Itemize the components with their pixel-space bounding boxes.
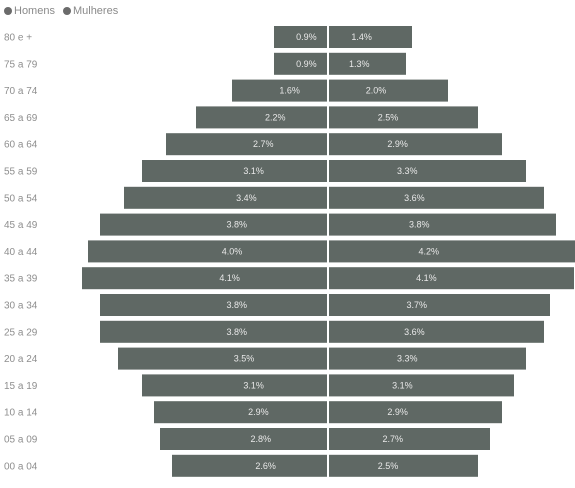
bar-men-65-a-69[interactable] [196, 106, 327, 129]
data-label-women-30-a-34: 3.7% [407, 300, 428, 310]
data-label-men-20-a-24: 3.5% [234, 354, 255, 364]
y-tick-label-65-a-69: 65 a 69 [4, 113, 38, 124]
bar-men-70-a-74[interactable] [232, 79, 327, 102]
bar-women-80-e[interactable] [329, 26, 412, 48]
data-label-women-65-a-69: 2.5% [378, 112, 399, 122]
bar-men-25-a-29[interactable] [100, 320, 327, 343]
bar-women-70-a-74[interactable] [329, 79, 448, 102]
data-label-men-75-a-79: 0.9% [296, 59, 317, 69]
data-label-men-40-a-44: 4.0% [222, 246, 243, 256]
y-tick-label-35-a-39: 35 a 39 [4, 274, 38, 285]
y-tick-label-55-a-59: 55 a 59 [4, 167, 38, 178]
data-label-women-45-a-49: 3.8% [409, 220, 430, 230]
data-label-men-65-a-69: 2.2% [265, 112, 286, 122]
data-label-women-35-a-39: 4.1% [416, 273, 437, 283]
legend: Homens Mulheres [4, 4, 118, 18]
bar-women-05-a-09[interactable] [329, 428, 490, 450]
y-tick-label-15-a-19: 15 a 19 [4, 381, 38, 392]
bar-men-10-a-14[interactable] [154, 401, 327, 424]
bar-men-75-a-79[interactable] [274, 52, 327, 75]
y-tick-label-45-a-49: 45 a 49 [4, 220, 38, 231]
data-label-men-15-a-19: 3.1% [243, 380, 264, 390]
data-label-men-35-a-39: 4.1% [219, 273, 240, 283]
data-label-men-30-a-34: 3.8% [227, 300, 248, 310]
bar-women-55-a-59[interactable] [329, 160, 526, 182]
legend-dot-women-icon [62, 7, 71, 15]
data-label-men-50-a-54: 3.4% [236, 193, 257, 203]
bar-men-15-a-19[interactable] [142, 374, 327, 397]
bar-men-35-a-39[interactable] [82, 267, 327, 290]
data-label-women-60-a-64: 2.9% [387, 139, 408, 149]
y-tick-label-50-a-54: 50 a 54 [4, 193, 38, 204]
bar-women-50-a-54[interactable] [329, 186, 544, 209]
data-label-men-60-a-64: 2.7% [253, 139, 274, 149]
data-label-women-15-a-19: 3.1% [392, 380, 413, 390]
legend-label-men: Homens [14, 5, 55, 17]
y-tick-label-00-a-04: 00 a 04 [4, 461, 38, 472]
y-tick-label-60-a-64: 60 a 64 [4, 140, 38, 151]
bar-men-30-a-34[interactable] [100, 294, 327, 316]
data-label-women-05-a-09: 2.7% [383, 434, 404, 444]
bar-men-80-e[interactable] [274, 26, 327, 48]
bar-men-20-a-24[interactable] [118, 347, 327, 370]
legend-item-men[interactable]: Homens [4, 5, 55, 17]
bar-men-40-a-44[interactable] [88, 240, 327, 263]
bar-men-60-a-64[interactable] [166, 133, 327, 156]
bar-women-65-a-69[interactable] [329, 106, 478, 129]
y-tick-label-20-a-24: 20 a 24 [4, 354, 38, 365]
bar-women-10-a-14[interactable] [329, 401, 502, 424]
data-label-men-00-a-04: 2.6% [255, 461, 276, 471]
y-tick-label-05-a-09: 05 a 09 [4, 435, 38, 446]
bar-women-30-a-34[interactable] [329, 294, 550, 316]
bar-men-55-a-59[interactable] [142, 160, 327, 182]
data-label-women-55-a-59: 3.3% [397, 166, 418, 176]
bar-women-45-a-49[interactable] [329, 213, 556, 236]
data-label-women-50-a-54: 3.6% [404, 193, 425, 203]
data-label-men-80-e: 0.9% [296, 32, 317, 42]
data-label-men-05-a-09: 2.8% [251, 434, 272, 444]
bar-women-25-a-29[interactable] [329, 320, 544, 343]
data-label-women-40-a-44: 4.2% [419, 246, 440, 256]
legend-item-women[interactable]: Mulheres [62, 5, 119, 17]
data-label-women-25-a-29: 3.6% [404, 327, 425, 337]
data-label-women-00-a-04: 2.5% [378, 461, 399, 471]
y-tick-label-25-a-29: 25 a 29 [4, 327, 38, 338]
data-label-men-70-a-74: 1.6% [279, 86, 300, 96]
data-label-women-70-a-74: 2.0% [366, 86, 387, 96]
legend-label-women: Mulheres [72, 5, 119, 17]
data-label-men-10-a-14: 2.9% [248, 407, 269, 417]
data-label-women-80-e: 1.4% [351, 32, 372, 42]
y-tick-label-75-a-79: 75 a 79 [4, 59, 38, 70]
data-label-men-25-a-29: 3.8% [227, 327, 248, 337]
bar-women-15-a-19[interactable] [329, 374, 514, 397]
bar-men-05-a-09[interactable] [160, 428, 327, 450]
y-tick-label-70-a-74: 70 a 74 [4, 86, 38, 97]
bar-women-60-a-64[interactable] [329, 133, 502, 156]
y-tick-label-10-a-14: 10 a 14 [4, 408, 38, 419]
legend-dot-men-icon [4, 7, 12, 15]
data-label-men-45-a-49: 3.8% [227, 220, 248, 230]
y-tick-label-30-a-34: 30 a 34 [4, 301, 38, 312]
bar-men-45-a-49[interactable] [100, 213, 327, 236]
bar-women-75-a-79[interactable] [329, 52, 406, 75]
bar-women-40-a-44[interactable] [329, 240, 575, 263]
data-label-women-10-a-14: 2.9% [387, 407, 408, 417]
y-tick-label-40-a-44: 40 a 44 [4, 247, 38, 258]
bar-women-00-a-04[interactable] [329, 454, 478, 477]
data-label-women-75-a-79: 1.3% [349, 59, 370, 69]
bar-women-20-a-24[interactable] [329, 347, 526, 370]
bar-men-50-a-54[interactable] [124, 186, 327, 209]
y-tick-label-80-e: 80 e + [4, 33, 32, 44]
bar-women-35-a-39[interactable] [329, 267, 574, 290]
bar-men-00-a-04[interactable] [172, 454, 327, 477]
data-label-women-20-a-24: 3.3% [397, 354, 418, 364]
data-label-men-55-a-59: 3.1% [243, 166, 264, 176]
